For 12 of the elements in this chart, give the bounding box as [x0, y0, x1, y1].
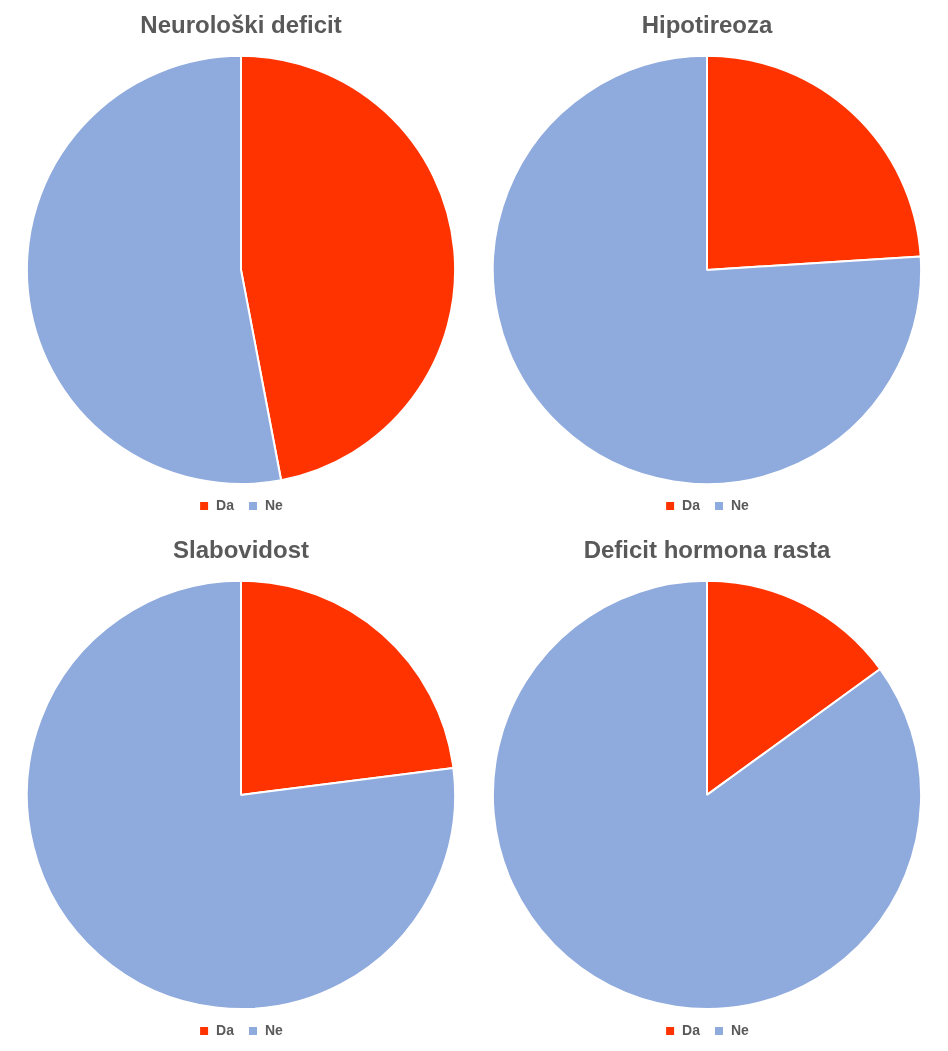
legend-label: Da [216, 1021, 235, 1038]
legend-label: Ne [265, 1021, 284, 1038]
legend-label: Ne [265, 496, 284, 513]
legend-label: Ne [731, 496, 750, 513]
legend-label: Da [216, 496, 235, 513]
chart-title: Hipotireoza [641, 11, 773, 39]
chart-title: Deficit hormona rasta [583, 536, 832, 564]
legend-label: Da [682, 496, 701, 513]
chart-title: Slabovidost [172, 536, 310, 564]
legend-label: Da [682, 1021, 701, 1038]
legend-label: Ne [731, 1021, 750, 1038]
chart-title: Neurološki deficit [140, 11, 342, 39]
